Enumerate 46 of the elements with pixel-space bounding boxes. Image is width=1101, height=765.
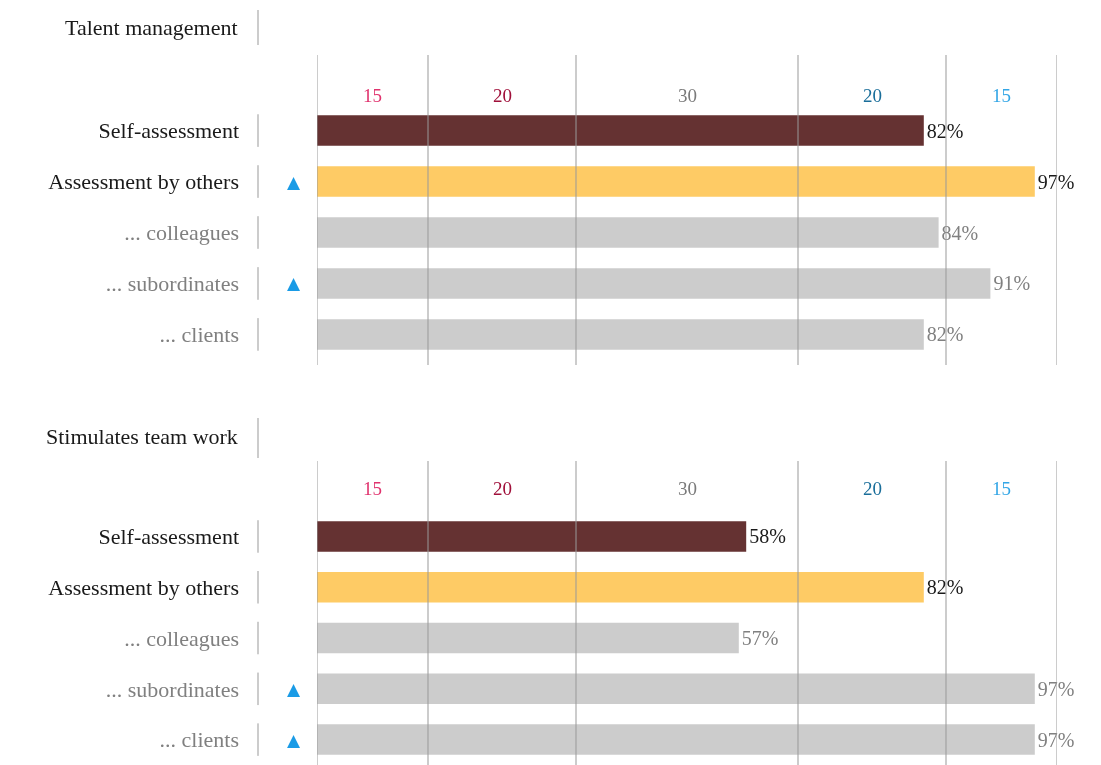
data-label: 58% bbox=[749, 525, 786, 548]
data-label: 91% bbox=[993, 272, 1031, 295]
y-tick-label: ... clients bbox=[159, 322, 239, 348]
data-label: 84% bbox=[941, 221, 979, 244]
text: 20 bbox=[493, 478, 512, 499]
text: ▲ bbox=[287, 172, 301, 192]
data-label: 97% bbox=[1037, 170, 1075, 193]
y-tick-label: Self-assessment bbox=[98, 118, 239, 144]
annotation: 20 bbox=[493, 85, 512, 106]
text: ▲ bbox=[287, 273, 301, 293]
text: 15 bbox=[992, 478, 1011, 499]
text: 15 bbox=[363, 478, 382, 499]
chart-title: Stimulates team work bbox=[46, 424, 238, 449]
text: ▲ bbox=[287, 730, 301, 750]
text: 20 bbox=[863, 478, 882, 499]
bar bbox=[317, 268, 991, 299]
y-tick-label: Self-assessment bbox=[98, 524, 239, 550]
y-tick-label: Assessment by others bbox=[48, 169, 239, 195]
y-tick-label: ... subordinates bbox=[105, 271, 239, 297]
y-tick-label: ... colleagues bbox=[124, 625, 239, 651]
bar bbox=[317, 217, 939, 248]
data-label: 82% bbox=[926, 119, 964, 142]
bar bbox=[317, 673, 1035, 705]
chart-title: Talent management bbox=[65, 15, 238, 40]
text: 30 bbox=[678, 478, 697, 499]
y-tick-label: ... clients bbox=[159, 727, 239, 753]
annotation: 20 bbox=[863, 85, 882, 106]
annotation: 30 bbox=[678, 85, 697, 106]
bar bbox=[317, 724, 1035, 755]
data-label: 82% bbox=[926, 576, 964, 599]
bar bbox=[317, 622, 739, 654]
data-label: 82% bbox=[926, 323, 964, 346]
bar bbox=[317, 166, 1035, 197]
bar bbox=[317, 319, 924, 350]
annotation: 15 bbox=[992, 85, 1011, 106]
data-label: 57% bbox=[741, 627, 779, 650]
y-tick-label: Assessment by others bbox=[48, 574, 239, 600]
y-tick-label: ... colleagues bbox=[124, 220, 239, 246]
y-tick-label: ... subordinates bbox=[105, 676, 239, 702]
data-label: 97% bbox=[1037, 728, 1075, 751]
bar bbox=[317, 572, 924, 603]
annotation: 15 bbox=[363, 85, 382, 106]
bar bbox=[317, 521, 747, 552]
data-label: 97% bbox=[1037, 677, 1075, 700]
bar bbox=[317, 115, 924, 146]
text: ▲ bbox=[287, 679, 301, 699]
